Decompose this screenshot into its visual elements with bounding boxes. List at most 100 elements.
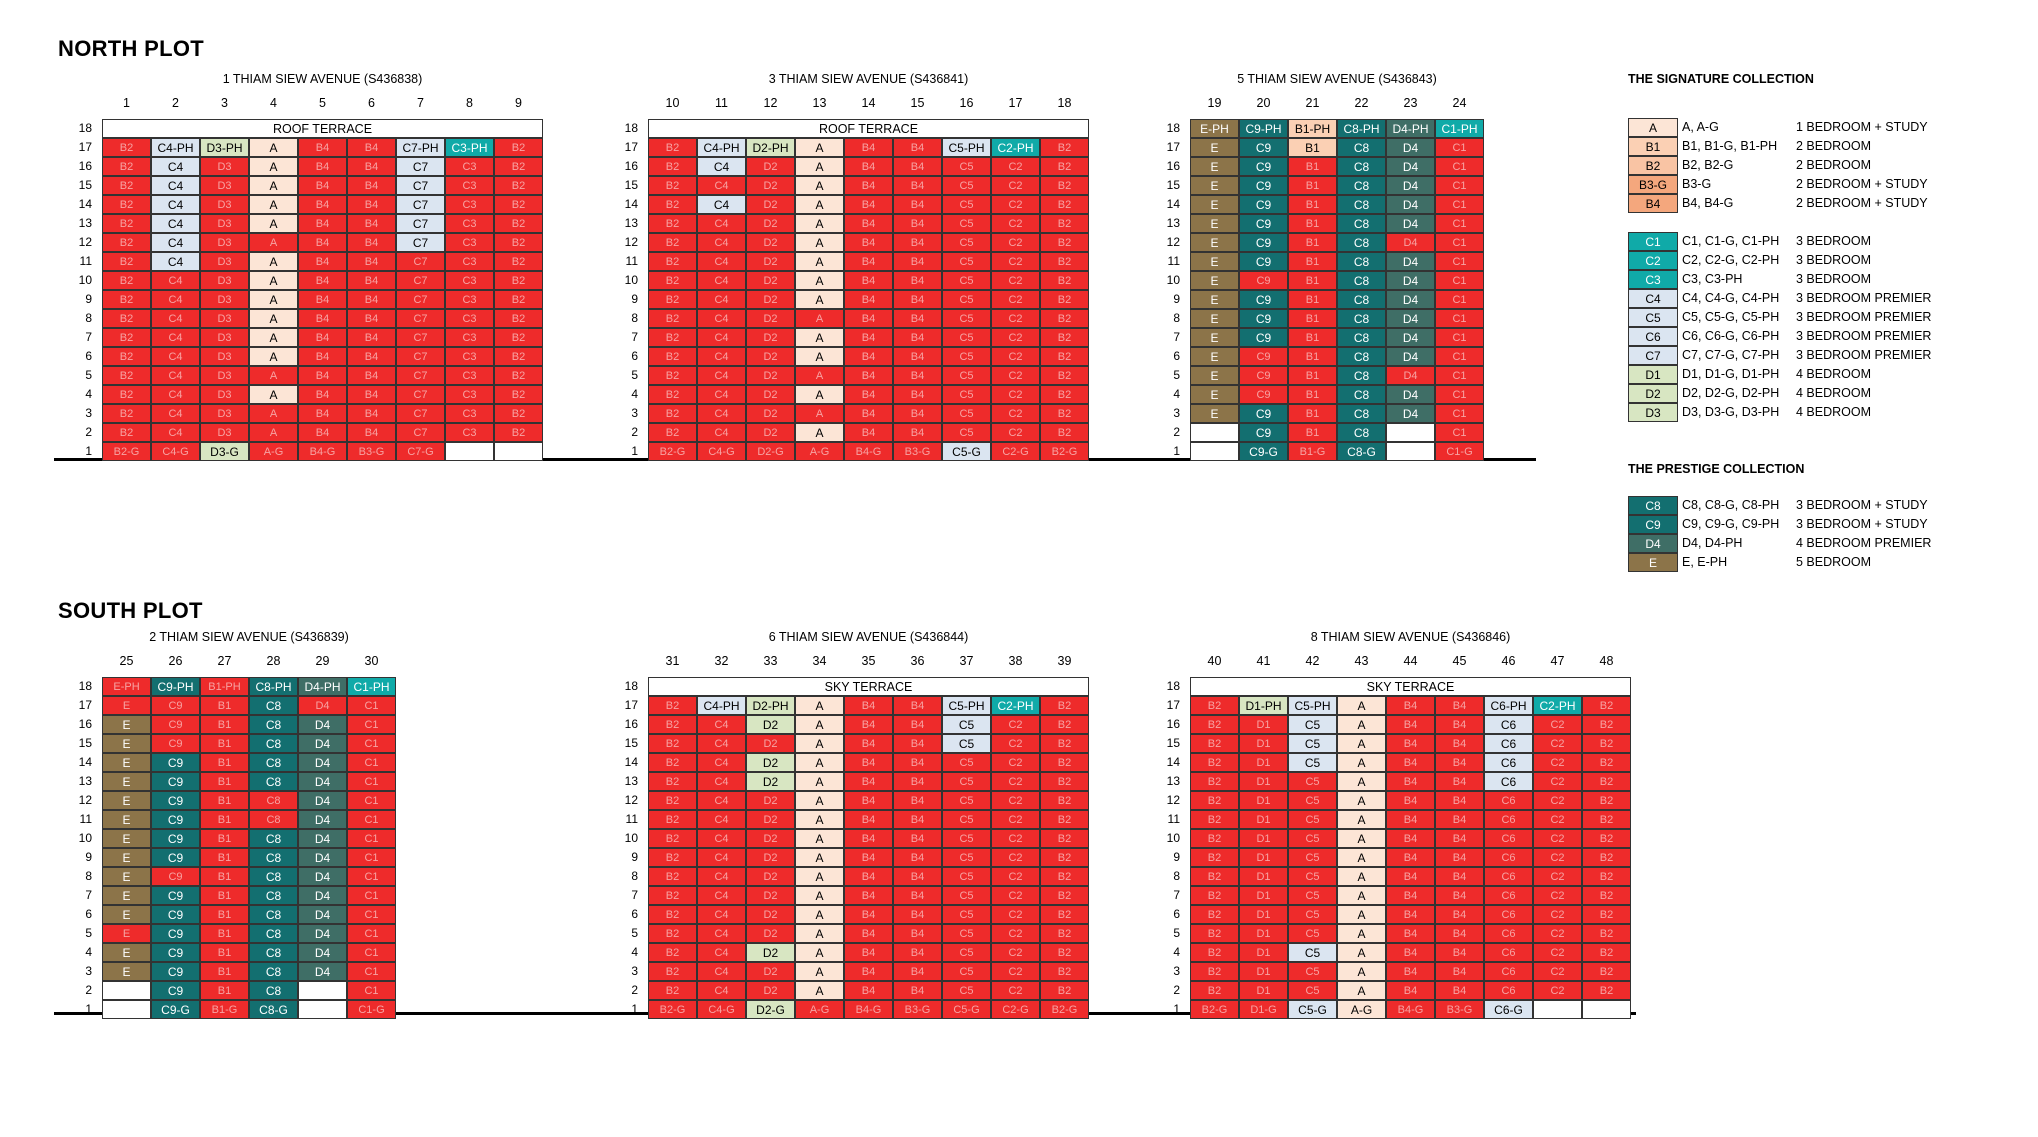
- roof-terrace: SKY TERRACE: [648, 677, 1089, 696]
- floor-number: 3: [85, 964, 92, 978]
- unit-cell: B2: [1040, 867, 1089, 886]
- unit-cell: B1: [1288, 328, 1337, 347]
- unit-cell: B2: [494, 309, 543, 328]
- unit-cell: C9-G: [151, 1000, 200, 1019]
- legend-units: C8, C8-G, C8-PH: [1682, 498, 1780, 512]
- floor-number: 8: [631, 869, 638, 883]
- stack-number: 39: [1057, 654, 1072, 668]
- unit-cell: D4: [298, 791, 347, 810]
- unit-cell: B2: [648, 252, 697, 271]
- unit-cell: C7: [396, 385, 445, 404]
- floor-number: 9: [631, 850, 638, 864]
- unit-cell: C7: [396, 157, 445, 176]
- unit-cell: C4: [697, 271, 746, 290]
- unit-cell: C7: [396, 423, 445, 442]
- unit-cell: B2: [648, 696, 697, 715]
- unit-cell: A: [249, 233, 298, 252]
- floor-number: 9: [1173, 850, 1180, 864]
- stack-number: 40: [1207, 654, 1222, 668]
- floor-number: 12: [624, 793, 638, 807]
- unit-cell: B4: [347, 309, 396, 328]
- unit-cell: B4: [893, 214, 942, 233]
- unit-cell: B2: [494, 404, 543, 423]
- unit-cell: D4: [298, 924, 347, 943]
- unit-cell: C9: [1239, 195, 1288, 214]
- unit-cell: C6-PH: [1484, 696, 1533, 715]
- unit-cell: C8: [1337, 176, 1386, 195]
- unit-cell: C1: [1435, 252, 1484, 271]
- roof-terrace: SKY TERRACE: [1190, 677, 1631, 696]
- unit-cell: B4: [298, 290, 347, 309]
- unit-cell: D2: [746, 366, 795, 385]
- unit-cell: C7: [396, 214, 445, 233]
- unit-cell: B4: [844, 829, 893, 848]
- unit-cell: B2: [1582, 848, 1631, 867]
- unit-cell: C2: [991, 867, 1040, 886]
- unit-cell: B4: [893, 252, 942, 271]
- unit-cell: C2: [991, 924, 1040, 943]
- unit-cell: A: [249, 176, 298, 195]
- stack-number: 32: [714, 654, 729, 668]
- unit-cell: C4: [697, 962, 746, 981]
- unit-cell: C8: [1337, 328, 1386, 347]
- unit-cell: C4: [151, 271, 200, 290]
- unit-cell: C1: [1435, 176, 1484, 195]
- unit-cell: E: [1190, 252, 1239, 271]
- unit-cell: A: [795, 734, 844, 753]
- unit-cell: C6: [1484, 848, 1533, 867]
- unit-cell: B4: [1435, 943, 1484, 962]
- unit-cell: B2: [1582, 810, 1631, 829]
- unit-cell: A: [795, 924, 844, 943]
- floor-number: 16: [78, 717, 92, 731]
- unit-cell: B4: [298, 252, 347, 271]
- unit-cell: B4: [347, 214, 396, 233]
- unit-cell: C5: [942, 214, 991, 233]
- unit-cell: B1-PH: [1288, 119, 1337, 138]
- unit-cell: D2: [746, 829, 795, 848]
- unit-cell: D3: [200, 366, 249, 385]
- unit-cell: A: [1337, 791, 1386, 810]
- floor-number: 2: [85, 425, 92, 439]
- unit-cell: B2: [1040, 772, 1089, 791]
- stack-number: 5: [319, 96, 326, 110]
- unit-cell: C6: [1484, 772, 1533, 791]
- legend-description: 3 BEDROOM PREMIER: [1796, 348, 1932, 362]
- unit-cell: C1: [347, 905, 396, 924]
- unit-cell: A: [795, 981, 844, 1000]
- stack-number: 48: [1599, 654, 1614, 668]
- unit-cell: B1: [1288, 176, 1337, 195]
- unit-cell: D2: [746, 753, 795, 772]
- unit-cell: A: [795, 715, 844, 734]
- legend-swatch: E: [1628, 553, 1678, 572]
- floor-number: 3: [631, 406, 638, 420]
- unit-cell: B2: [648, 810, 697, 829]
- stack-number: 23: [1403, 96, 1418, 110]
- unit-cell: C4: [697, 715, 746, 734]
- unit-cell: C1: [347, 791, 396, 810]
- legend-description: 3 BEDROOM + STUDY: [1796, 498, 1928, 512]
- unit-cell: B4: [347, 366, 396, 385]
- unit-cell: C5: [942, 772, 991, 791]
- unit-cell: C1: [347, 829, 396, 848]
- legend-units: D1, D1-G, D1-PH: [1682, 367, 1780, 381]
- stack-number: 28: [266, 654, 281, 668]
- unit-cell: C5: [1288, 848, 1337, 867]
- unit-cell: C4: [151, 366, 200, 385]
- unit-cell: B4: [844, 924, 893, 943]
- unit-cell: E-PH: [102, 677, 151, 696]
- unit-cell: B4: [347, 138, 396, 157]
- block-name: 5 THIAM SIEW AVENUE (S436843): [1237, 72, 1437, 86]
- unit-cell: A: [795, 195, 844, 214]
- unit-cell: B4: [844, 905, 893, 924]
- unit-cell: C2: [991, 157, 1040, 176]
- stack-number: 42: [1305, 654, 1320, 668]
- unit-cell: B4: [1386, 905, 1435, 924]
- unit-cell: E: [102, 924, 151, 943]
- unit-cell: C4: [151, 347, 200, 366]
- unit-cell: A: [1337, 981, 1386, 1000]
- floor-number: 11: [625, 254, 638, 268]
- unit-cell: B1: [200, 848, 249, 867]
- unit-cell: B2: [648, 924, 697, 943]
- unit-cell: C9: [151, 696, 200, 715]
- floor-number: 11: [79, 254, 92, 268]
